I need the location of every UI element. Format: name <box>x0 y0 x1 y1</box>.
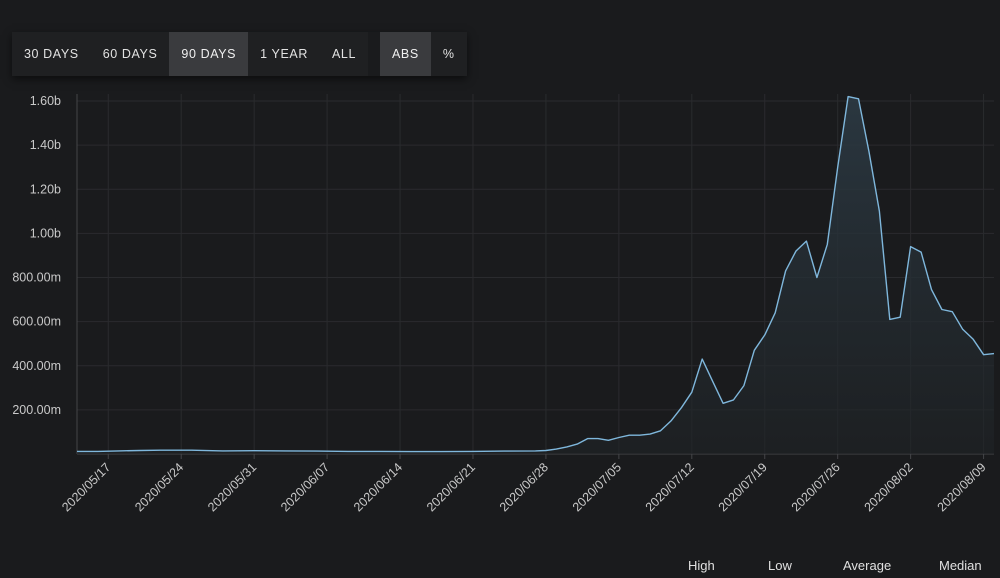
y-tick-label: 200.00m <box>12 403 61 417</box>
y-tick-label: 800.00m <box>12 271 61 285</box>
y-tick-label: 1.00b <box>30 226 61 240</box>
mode-percent-button[interactable]: % <box>442 47 455 61</box>
y-tick-label: 1.60b <box>30 94 61 108</box>
x-tick-label: 2020/06/21 <box>424 460 478 514</box>
y-tick-label: 400.00m <box>12 359 61 373</box>
stat-label-average: Average <box>843 558 892 573</box>
range-all-button[interactable]: ALL <box>331 47 356 61</box>
range-90-days-button[interactable]: 90 DAYS <box>169 32 249 76</box>
y-tick-label: 1.20b <box>30 182 61 196</box>
stat-label-low: Low <box>768 558 792 573</box>
x-tick-label: 2020/05/17 <box>59 460 113 514</box>
range-60-days-button[interactable]: 60 DAYS <box>102 47 158 61</box>
mode-abs-button[interactable]: ABS <box>380 32 431 76</box>
range-1-year-button[interactable]: 1 YEAR <box>260 47 308 61</box>
x-tick-label: 2020/08/02 <box>862 460 916 514</box>
stat-label-high: High <box>688 558 715 573</box>
x-tick-label: 2020/07/05 <box>570 460 624 514</box>
stat-label-median: Median <box>939 558 982 573</box>
x-tick-label: 2020/07/12 <box>643 460 697 514</box>
range-30-days-button[interactable]: 30 DAYS <box>24 47 79 61</box>
x-tick-label: 2020/07/26 <box>789 460 843 514</box>
series-area <box>77 96 994 454</box>
x-tick-label: 2020/05/24 <box>132 460 186 514</box>
y-tick-label: 1.40b <box>30 138 61 152</box>
stats-header-row: High Low Average Median <box>0 558 1000 578</box>
mode-button-group: ABS % <box>380 32 467 76</box>
x-tick-label: 2020/06/28 <box>497 460 551 514</box>
range-button-group: 30 DAYS 60 DAYS 90 DAYS 1 YEAR ALL <box>12 32 368 76</box>
series-line <box>77 95 995 453</box>
x-tick-label: 2020/08/09 <box>935 460 989 514</box>
y-tick-label: 600.00m <box>12 315 61 329</box>
x-tick-label: 2020/06/07 <box>278 460 332 514</box>
x-tick-label: 2020/07/19 <box>716 460 770 514</box>
x-tick-label: 2020/05/31 <box>205 460 259 514</box>
x-tick-label: 2020/06/14 <box>351 460 405 514</box>
range-toolbar: 30 DAYS 60 DAYS 90 DAYS 1 YEAR ALL ABS % <box>12 32 467 76</box>
